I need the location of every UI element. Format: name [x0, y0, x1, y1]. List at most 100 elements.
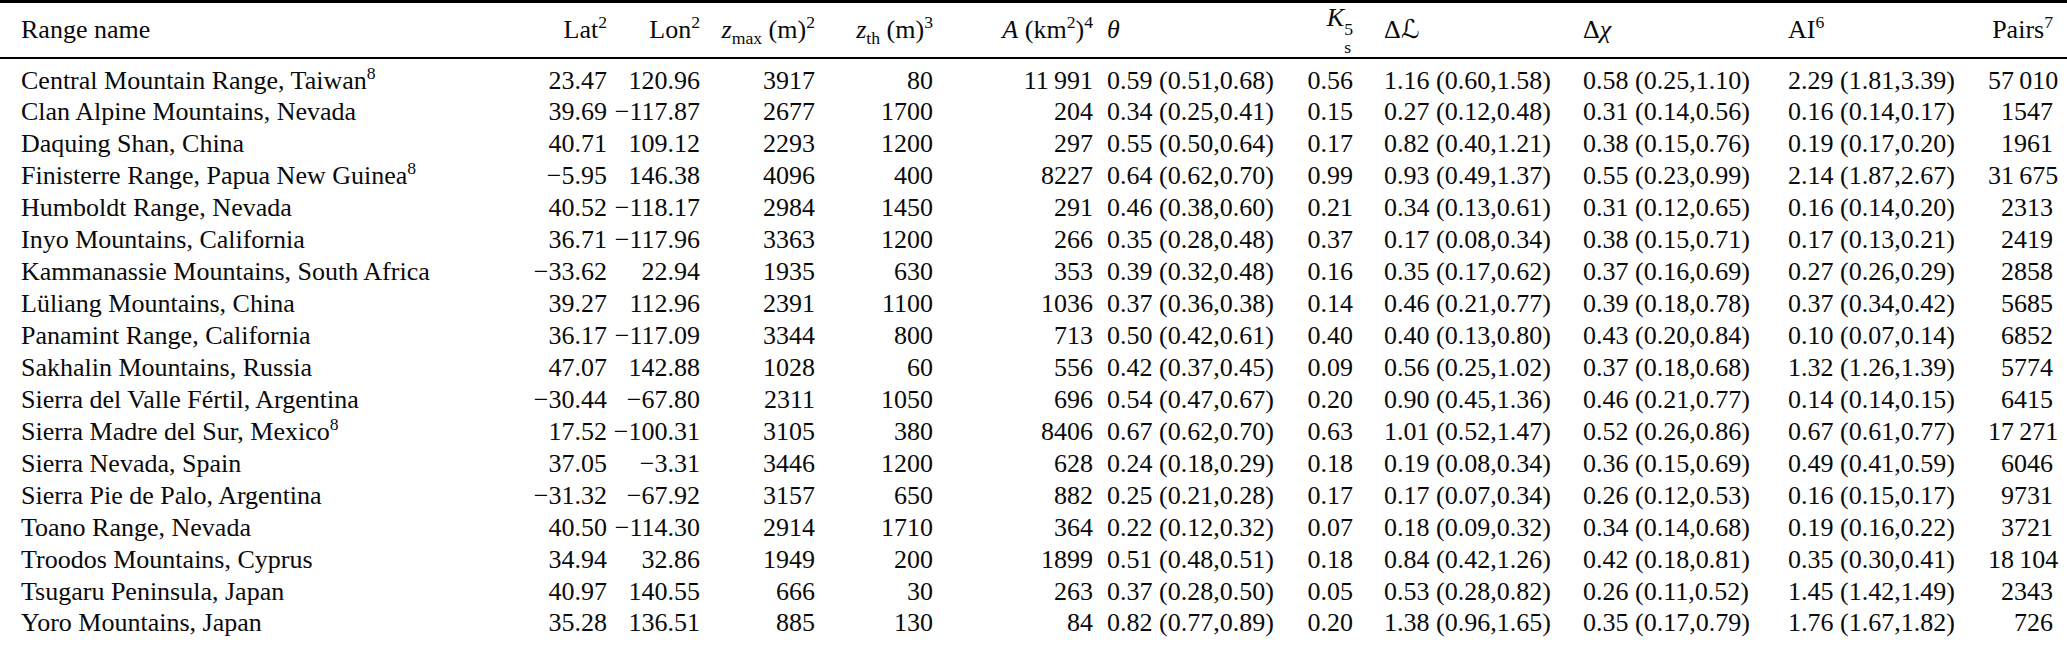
- cell-pairs: 1547: [1988, 96, 2067, 128]
- table-row: Panamint Range, California36.17−117.0933…: [0, 320, 2067, 352]
- cell-area: 1036: [933, 288, 1093, 320]
- cell-area: 696: [933, 384, 1093, 416]
- cell-lat: 39.69: [517, 96, 607, 128]
- cell-range-name: Sierra Nevada, Spain: [0, 448, 517, 480]
- table-row: Sierra Madre del Sur, Mexico817.52−100.3…: [0, 416, 2067, 448]
- table-row: Sierra del Valle Fértil, Argentina−30.44…: [0, 384, 2067, 416]
- cell-area: 8406: [933, 416, 1093, 448]
- cell-delta-l: 0.82 (0.40,1.21): [1353, 128, 1583, 160]
- cell-lat: 17.52: [517, 416, 607, 448]
- cell-pairs: 6852: [1988, 320, 2067, 352]
- cell-ks: 0.63: [1300, 416, 1353, 448]
- cell-z-th: 400: [815, 160, 933, 192]
- cell-area: 84: [933, 608, 1093, 647]
- table-row: Finisterre Range, Papua New Guinea8−5.95…: [0, 160, 2067, 192]
- cell-ks: 0.09: [1300, 352, 1353, 384]
- cell-area: 291: [933, 192, 1093, 224]
- col-header-ks: K5s: [1300, 2, 1353, 58]
- table-row: Sierra Pie de Palo, Argentina−31.32−67.9…: [0, 480, 2067, 512]
- col-header-delta-l: Δℒ: [1353, 2, 1583, 58]
- cell-z-th: 200: [815, 544, 933, 576]
- cell-delta-chi: 0.46 (0.21,0.77): [1583, 384, 1788, 416]
- cell-ks: 0.17: [1300, 128, 1353, 160]
- cell-z-max: 3363: [700, 224, 815, 256]
- cell-pairs: 5685: [1988, 288, 2067, 320]
- cell-delta-l: 0.27 (0.12,0.48): [1353, 96, 1583, 128]
- col-header-lon: Lon2: [607, 2, 700, 58]
- cell-z-max: 1935: [700, 256, 815, 288]
- page: { "page": { "background": "#ffffff", "te…: [0, 0, 2067, 647]
- cell-delta-l: 0.46 (0.21,0.77): [1353, 288, 1583, 320]
- cell-area: 364: [933, 512, 1093, 544]
- cell-z-max: 885: [700, 608, 815, 647]
- cell-delta-chi: 0.37 (0.18,0.68): [1583, 352, 1788, 384]
- table-row: Central Mountain Range, Taiwan823.47120.…: [0, 58, 2067, 96]
- cell-lon: −100.31: [607, 416, 700, 448]
- cell-ks: 0.37: [1300, 224, 1353, 256]
- cell-ks: 0.56: [1300, 58, 1353, 96]
- cell-delta-l: 0.90 (0.45,1.36): [1353, 384, 1583, 416]
- cell-area: 353: [933, 256, 1093, 288]
- cell-delta-chi: 0.58 (0.25,1.10): [1583, 58, 1788, 96]
- cell-range-name: Finisterre Range, Papua New Guinea8: [0, 160, 517, 192]
- cell-lon: 146.38: [607, 160, 700, 192]
- cell-ks: 0.15: [1300, 96, 1353, 128]
- col-header-area: A (km2)4: [933, 2, 1093, 58]
- cell-ai: 0.27 (0.26,0.29): [1788, 256, 1988, 288]
- cell-lon: 109.12: [607, 128, 700, 160]
- cell-pairs: 2313: [1988, 192, 2067, 224]
- cell-ai: 0.37 (0.34,0.42): [1788, 288, 1988, 320]
- cell-ks: 0.14: [1300, 288, 1353, 320]
- cell-range-name: Troodos Mountains, Cyprus: [0, 544, 517, 576]
- cell-ai: 0.49 (0.41,0.59): [1788, 448, 1988, 480]
- cell-z-th: 650: [815, 480, 933, 512]
- cell-area: 713: [933, 320, 1093, 352]
- cell-lon: 112.96: [607, 288, 700, 320]
- cell-z-th: 800: [815, 320, 933, 352]
- cell-delta-chi: 0.43 (0.20,0.84): [1583, 320, 1788, 352]
- cell-theta: 0.55 (0.50,0.64): [1093, 128, 1300, 160]
- cell-delta-chi: 0.37 (0.16,0.69): [1583, 256, 1788, 288]
- cell-lon: −114.30: [607, 512, 700, 544]
- cell-z-th: 60: [815, 352, 933, 384]
- table-row: Troodos Mountains, Cyprus34.9432.8619492…: [0, 544, 2067, 576]
- cell-delta-chi: 0.31 (0.14,0.56): [1583, 96, 1788, 128]
- cell-delta-l: 0.17 (0.07,0.34): [1353, 480, 1583, 512]
- cell-ks: 0.20: [1300, 608, 1353, 647]
- cell-lat: 40.71: [517, 128, 607, 160]
- cell-z-th: 380: [815, 416, 933, 448]
- cell-pairs: 2858: [1988, 256, 2067, 288]
- cell-z-max: 3344: [700, 320, 815, 352]
- cell-delta-chi: 0.26 (0.12,0.53): [1583, 480, 1788, 512]
- cell-pairs: 2343: [1988, 576, 2067, 608]
- cell-lon: −3.31: [607, 448, 700, 480]
- cell-range-name: Humboldt Range, Nevada: [0, 192, 517, 224]
- col-header-theta: θ: [1093, 2, 1300, 58]
- cell-ai: 0.16 (0.14,0.20): [1788, 192, 1988, 224]
- cell-pairs: 726: [1988, 608, 2067, 647]
- cell-range-name: Tsugaru Peninsula, Japan: [0, 576, 517, 608]
- cell-z-max: 2914: [700, 512, 815, 544]
- cell-delta-l: 0.19 (0.08,0.34): [1353, 448, 1583, 480]
- cell-lat: 47.07: [517, 352, 607, 384]
- cell-lon: 140.55: [607, 576, 700, 608]
- col-header-ai: AI6: [1788, 2, 1988, 58]
- cell-ai: 0.14 (0.14,0.15): [1788, 384, 1988, 416]
- cell-lon: 142.88: [607, 352, 700, 384]
- cell-lat: 37.05: [517, 448, 607, 480]
- cell-z-max: 2311: [700, 384, 815, 416]
- cell-delta-chi: 0.39 (0.18,0.78): [1583, 288, 1788, 320]
- cell-ks: 0.40: [1300, 320, 1353, 352]
- cell-ai: 1.76 (1.67,1.82): [1788, 608, 1988, 647]
- col-header-z-max: zmax (m)2: [700, 2, 815, 58]
- cell-ks: 0.18: [1300, 544, 1353, 576]
- table-row: Kammanassie Mountains, South Africa−33.6…: [0, 256, 2067, 288]
- cell-delta-chi: 0.42 (0.18,0.81): [1583, 544, 1788, 576]
- cell-theta: 0.82 (0.77,0.89): [1093, 608, 1300, 647]
- cell-delta-l: 1.01 (0.52,1.47): [1353, 416, 1583, 448]
- cell-pairs: 18 104: [1988, 544, 2067, 576]
- cell-lat: −31.32: [517, 480, 607, 512]
- cell-lat: 35.28: [517, 608, 607, 647]
- cell-z-th: 130: [815, 608, 933, 647]
- cell-range-name: Clan Alpine Mountains, Nevada: [0, 96, 517, 128]
